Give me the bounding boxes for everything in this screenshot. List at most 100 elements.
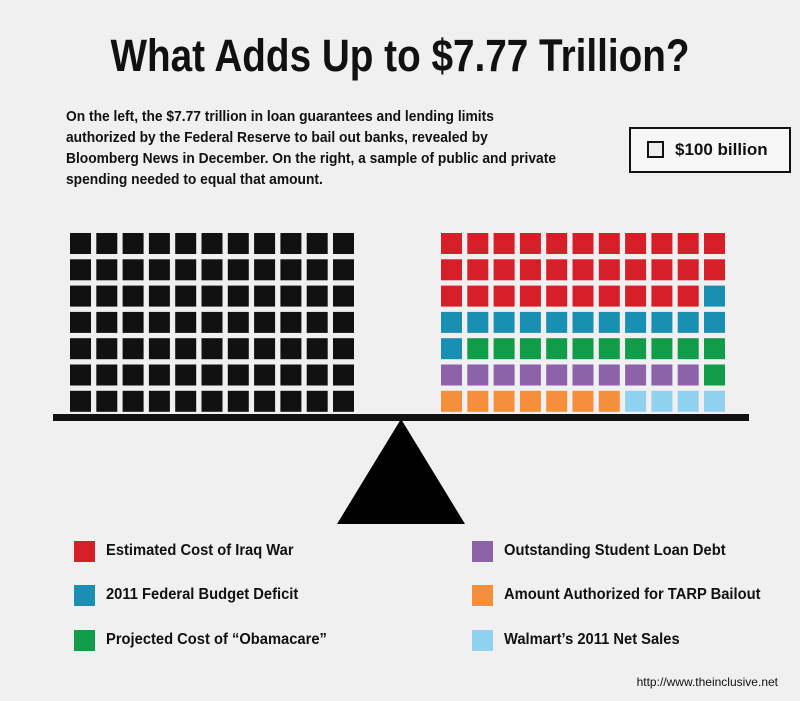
left-waffle-square — [122, 233, 144, 254]
right-waffle-square — [598, 311, 620, 333]
left-waffle-square — [280, 233, 302, 254]
right-waffle-square — [625, 338, 647, 360]
left-waffle-square — [280, 364, 302, 386]
right-waffle-square — [546, 311, 568, 333]
right-waffle-square — [441, 364, 462, 386]
left-waffle-grid — [70, 233, 354, 412]
left-waffle-square — [70, 233, 91, 254]
right-waffle-square — [441, 233, 462, 254]
left-waffle-square — [201, 364, 223, 386]
right-waffle-square — [704, 311, 725, 333]
right-waffle-square — [704, 233, 725, 254]
right-waffle-square — [467, 285, 489, 307]
right-waffle-square — [598, 285, 620, 307]
left-waffle-square — [254, 390, 276, 412]
left-waffle-square — [306, 390, 328, 412]
legend-label: Outstanding Student Loan Debt — [504, 542, 726, 559]
right-waffle-square — [677, 311, 699, 333]
left-waffle-square — [333, 338, 354, 360]
left-waffle-square — [175, 311, 197, 333]
legend-label: Estimated Cost of Iraq War — [106, 542, 294, 559]
left-waffle-square — [201, 259, 223, 281]
left-waffle-square — [254, 364, 276, 386]
left-waffle-square — [280, 311, 302, 333]
left-waffle-square — [254, 233, 276, 254]
left-waffle-square — [175, 364, 197, 386]
right-waffle-square — [519, 311, 541, 333]
unit-legend-label: $100 billion — [675, 140, 768, 159]
left-waffle-square — [280, 259, 302, 281]
left-waffle-square — [148, 311, 170, 333]
right-waffle-square — [651, 338, 673, 360]
right-waffle-square — [677, 285, 699, 307]
left-waffle-square — [175, 233, 197, 254]
right-waffle-square — [572, 364, 594, 386]
left-waffle-square — [175, 285, 197, 307]
left-waffle-square — [96, 338, 118, 360]
left-waffle-square — [96, 311, 118, 333]
legend-swatch — [472, 585, 493, 606]
right-waffle-square — [625, 390, 647, 412]
left-waffle-square — [201, 285, 223, 307]
right-waffle-square — [441, 285, 462, 307]
right-waffle-square — [572, 233, 594, 254]
right-waffle-square — [598, 364, 620, 386]
left-waffle-square — [175, 390, 197, 412]
left-waffle-square — [280, 338, 302, 360]
right-waffle-square — [441, 311, 462, 333]
left-waffle-square — [148, 233, 170, 254]
right-waffle-square — [519, 233, 541, 254]
left-waffle-square — [306, 364, 328, 386]
legend-label: Walmart’s 2011 Net Sales — [504, 631, 680, 648]
left-waffle-square — [227, 338, 249, 360]
right-waffle-square — [519, 259, 541, 281]
left-waffle-square — [227, 233, 249, 254]
left-waffle-square — [201, 390, 223, 412]
left-waffle-square — [122, 390, 144, 412]
left-waffle-square — [122, 338, 144, 360]
left-waffle-square — [227, 285, 249, 307]
right-waffle-square — [704, 364, 725, 386]
left-waffle-square — [306, 233, 328, 254]
left-waffle-square — [306, 285, 328, 307]
unit-square-icon — [647, 141, 664, 158]
left-waffle-square — [333, 311, 354, 333]
left-waffle-square — [148, 364, 170, 386]
left-waffle-square — [96, 390, 118, 412]
left-waffle-square — [254, 338, 276, 360]
right-waffle-square — [467, 259, 489, 281]
right-waffle-square — [493, 311, 515, 333]
left-waffle-square — [333, 259, 354, 281]
page-title: What Adds Up to $7.77 Trillion? — [110, 30, 690, 81]
right-waffle-square — [467, 233, 489, 254]
legend-label: 2011 Federal Budget Deficit — [106, 586, 299, 603]
right-waffle-square — [704, 338, 725, 360]
right-waffle-square — [677, 259, 699, 281]
right-waffle-square — [546, 338, 568, 360]
right-waffle-square — [467, 390, 489, 412]
right-waffle-square — [493, 390, 515, 412]
right-waffle-square — [625, 311, 647, 333]
left-waffle-square — [227, 364, 249, 386]
left-waffle-square — [227, 390, 249, 412]
left-waffle-square — [175, 338, 197, 360]
description: On the left, the $7.77 trillion in loan … — [66, 108, 557, 188]
left-waffle-square — [280, 285, 302, 307]
left-waffle-square — [280, 390, 302, 412]
right-waffle-square — [519, 364, 541, 386]
legend-label: Amount Authorized for TARP Bailout — [504, 586, 761, 603]
right-waffle-square — [441, 259, 462, 281]
right-waffle-square — [598, 233, 620, 254]
right-waffle-square — [493, 364, 515, 386]
unit-legend-box: $100 billion — [629, 127, 791, 173]
left-waffle-square — [333, 285, 354, 307]
right-waffle-square — [546, 285, 568, 307]
right-waffle-square — [677, 390, 699, 412]
scale-beam — [53, 414, 749, 421]
left-waffle-square — [254, 311, 276, 333]
right-waffle-square — [651, 390, 673, 412]
right-waffle-square — [546, 364, 568, 386]
left-waffle-square — [148, 390, 170, 412]
left-waffle-square — [306, 311, 328, 333]
right-waffle-square — [625, 364, 647, 386]
